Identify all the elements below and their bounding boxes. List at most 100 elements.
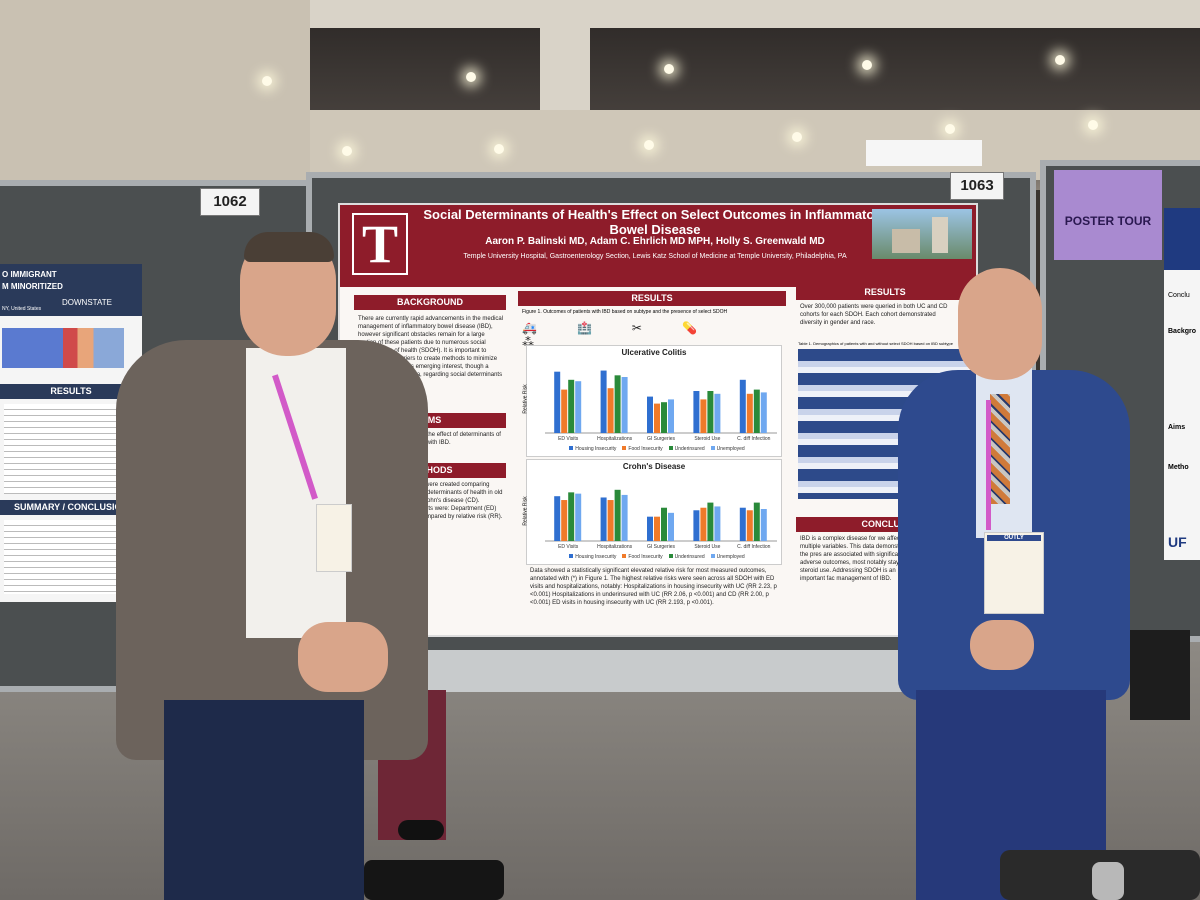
left-man-hair (244, 232, 334, 262)
right-poster-item-3: Aims (1168, 424, 1186, 431)
left-poster-header (0, 264, 142, 316)
legend-swatch (569, 554, 574, 558)
booth-number-left: 1062 (200, 188, 260, 216)
results-header: RESULTS (518, 291, 786, 306)
bar-unemployed (621, 494, 628, 541)
legend-label: Underinsured (674, 446, 705, 452)
bar-unemployed (575, 381, 582, 433)
legend-swatch (710, 446, 715, 450)
left-man-badge (316, 504, 352, 572)
results2-header: RESULTS (796, 285, 974, 300)
light-panel (866, 140, 982, 166)
bar-food-insecurity (700, 507, 707, 541)
right-poster-header (1164, 208, 1200, 270)
bar-food-insecurity (700, 399, 707, 433)
x-tick-label: Hospitalizations (597, 544, 633, 550)
bar-food-insecurity (746, 393, 753, 433)
left-poster-title-1: O IMMIGRANT (2, 270, 57, 279)
conclusion-text: IBD is a complex disease for we affected… (800, 536, 917, 582)
left-poster-subtitle: NY, United States (2, 306, 42, 312)
poster-tour-text: POSTER TOUR (1064, 214, 1152, 228)
bar-unemployed (668, 399, 674, 433)
table-caption: Table 1. Demographics of patients with a… (798, 341, 953, 346)
bar-food-insecurity (561, 389, 568, 433)
bar-housing-insecurity (693, 391, 700, 433)
ceiling-light (494, 144, 504, 154)
ceiling-light (945, 124, 955, 134)
bar-housing-insecurity (693, 510, 700, 541)
bar-underinsured (661, 402, 667, 433)
bar-housing-insecurity (739, 507, 746, 541)
water-bottle (1092, 862, 1124, 900)
bar-housing-insecurity (554, 371, 561, 433)
right-poster-item-1: Conclu (1168, 292, 1190, 299)
x-tick-label: ED Visits (558, 436, 579, 442)
chart2-xlabels: ED Visits Hospitalizations GI Surgeries Ste… (545, 544, 777, 552)
legend-swatch (622, 446, 627, 450)
ceiling-light (1088, 120, 1098, 130)
legend-label: Housing Insecurity (575, 446, 617, 452)
main-poster: T Social Determinants of Health's Effect… (340, 205, 976, 635)
bag-on-floor (364, 860, 504, 900)
left-poster-title-2: M MINORITIZED (2, 282, 63, 291)
person-legs-right-background (1130, 630, 1190, 720)
legend-label: Underinsured (674, 554, 705, 560)
pill-bottle-icon: 💊 (681, 321, 737, 335)
chart1-ylabel: Relative Risk (522, 384, 529, 414)
bar-food-insecurity (561, 500, 568, 541)
x-tick-label: Hospitalizations (597, 436, 633, 442)
ceiling-light (1055, 55, 1065, 65)
bar-unemployed (621, 377, 628, 433)
bar-unemployed (760, 509, 767, 541)
legend-swatch (668, 446, 673, 450)
results2-text: Over 300,000 patients were queried in bo… (800, 304, 948, 326)
ceiling-light (862, 60, 872, 70)
campus-photo (872, 209, 972, 259)
bar-housing-insecurity (647, 516, 653, 541)
bar-underinsured (707, 502, 714, 541)
poster-header (340, 205, 976, 287)
ceiling-light (262, 76, 272, 86)
icon-row: 🚑🏥✂💊⁂ (522, 321, 782, 349)
badge-label: OUTLY (987, 535, 1041, 541)
bar-housing-insecurity (554, 496, 561, 541)
bar-unemployed (714, 393, 721, 433)
right-man-lanyard (986, 400, 991, 530)
chart2-legend: Housing Insecurity Food Insecurity Underin… (529, 554, 779, 560)
bar-food-insecurity (654, 516, 660, 541)
poster-tour-sign: POSTER TOUR (1054, 170, 1162, 260)
scissors-icon: ✂ (631, 321, 682, 335)
legend-label: Unemployed (716, 446, 745, 452)
chart1-legend: Housing Insecurity Food Insecurity Underin… (529, 446, 779, 452)
right-poster-logo: UF (1168, 534, 1187, 550)
bar-unemployed (575, 493, 582, 541)
bar-underinsured (707, 391, 714, 433)
chart2-ylabel: Relative Risk (522, 496, 529, 526)
right-man-badge: OUTLY (984, 532, 1044, 614)
left-poster-institution: DOWNSTATE (62, 298, 112, 307)
bar-housing-insecurity (739, 379, 746, 433)
chart2-plot (545, 489, 777, 542)
background-person-shoe (398, 820, 444, 840)
left-man-hands (298, 622, 388, 692)
figure-caption: Figure 1. Outcomes of patients with IBD … (522, 309, 728, 315)
x-tick-label: GI Surgeries (646, 436, 676, 442)
bar-unemployed (714, 506, 721, 541)
poster-authors: Aaron P. Balinski MD, Adam C. Ehrlich MD… (485, 236, 825, 247)
bar-food-insecurity (607, 388, 614, 433)
bar-underinsured (753, 502, 760, 541)
ceiling-light (644, 140, 654, 150)
bar-underinsured (614, 489, 621, 541)
left-poster-section-summary: SUMMARY / CONCLUSION (0, 500, 142, 515)
left-poster-section-results: RESULTS (0, 384, 142, 399)
bar-housing-insecurity (647, 396, 653, 433)
chart1-plot (545, 370, 777, 434)
bar-housing-insecurity (600, 497, 607, 541)
results-text: Data showed a statistically significant … (530, 568, 777, 606)
left-poster-heatmap (2, 328, 124, 368)
bar-food-insecurity (607, 500, 614, 541)
bar-food-insecurity (654, 403, 660, 433)
bar-unemployed (760, 392, 767, 433)
x-tick-label: C. diff Infection (737, 544, 771, 550)
chart1-title: Ulcerative Colitis (621, 348, 687, 357)
